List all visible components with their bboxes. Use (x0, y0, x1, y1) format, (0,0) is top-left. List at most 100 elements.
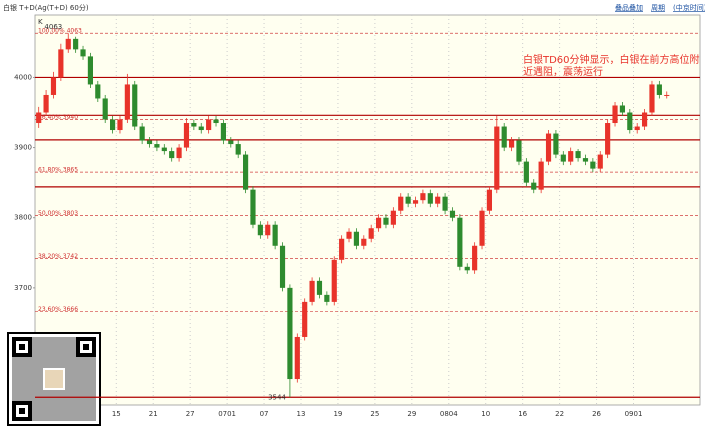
candle-body (575, 151, 581, 159)
fib-label: 61.80% 3865 (38, 167, 78, 174)
candle-body (324, 294, 330, 302)
x-tick-label: 15 (112, 410, 121, 418)
x-tick-label: 0901 (625, 410, 643, 418)
candle-body (161, 147, 167, 152)
candle-body (176, 147, 182, 159)
candle-body (545, 133, 552, 162)
candle-body (36, 112, 42, 124)
candle-body (627, 112, 633, 131)
header-title: 白银 T+D(Ag(T+D) 60分) (3, 3, 89, 12)
candle-body (87, 56, 94, 85)
candle-body (398, 196, 404, 211)
candle-body (235, 144, 241, 155)
candle-body (316, 280, 323, 295)
x-tick-label: 22 (555, 410, 564, 418)
candle-body (501, 126, 507, 148)
candle-body (206, 119, 212, 131)
fib-label: 76.40% 3940 (38, 114, 78, 121)
candle-body (472, 245, 478, 271)
x-tick-label: 16 (518, 410, 527, 418)
candle-body (479, 210, 485, 246)
fib-label: 38.20% 3742 (38, 253, 78, 260)
candle-body (58, 49, 64, 78)
x-tick-label: 13 (297, 410, 306, 418)
candle-body (582, 158, 589, 162)
candle-body (612, 105, 618, 124)
candle-body (242, 154, 249, 190)
candle-body (346, 231, 352, 239)
candle-body (427, 193, 433, 204)
candle-body (139, 126, 145, 141)
candle-body (132, 84, 138, 127)
y-tick-label: 3800 (14, 214, 32, 222)
annotation: 白银TD60分钟显示，白银在前方高位附 (523, 53, 700, 66)
candle-body (442, 196, 448, 211)
candle-body (405, 196, 411, 204)
candle-body (420, 193, 426, 201)
candle-body (538, 161, 544, 190)
candle-body (361, 238, 367, 246)
candle-body (449, 210, 456, 218)
candle-body (649, 84, 655, 113)
x-tick-label: 26 (592, 410, 601, 418)
candle-body (375, 217, 382, 229)
candle-body (169, 151, 175, 159)
candle-body (220, 123, 227, 141)
header-link[interactable]: (中京时间) (673, 3, 705, 12)
high-label: 4063 (44, 23, 62, 31)
x-tick-label: 21 (149, 410, 158, 418)
fib-label: 50.00% 3803 (38, 210, 78, 217)
y-tick-label: 3700 (14, 284, 32, 292)
x-tick-label: 07 (260, 410, 269, 418)
candle-body (568, 151, 574, 162)
candle-body (353, 231, 360, 246)
candle-body (619, 105, 626, 113)
candle-body (368, 228, 374, 239)
candle-body (309, 280, 315, 302)
x-tick-label: 25 (370, 410, 379, 418)
candle-body (109, 119, 116, 131)
candle-body (228, 140, 234, 145)
candle-body (265, 224, 271, 236)
candle-body (560, 154, 566, 162)
header-link[interactable]: 周期 (651, 4, 665, 12)
annotation: 近遇阻，震荡运行 (523, 65, 603, 78)
x-tick-label: 10 (481, 410, 490, 418)
candle-body (656, 84, 662, 95)
low-label: 3544 (268, 393, 286, 401)
plot-area (34, 14, 701, 406)
candle-body (80, 49, 86, 57)
x-tick-label: 0804 (440, 410, 458, 418)
qr-code (7, 332, 101, 426)
candle-body (634, 126, 640, 131)
x-tick-label: 29 (407, 410, 416, 418)
candle-body (486, 189, 493, 211)
candle-body (641, 112, 648, 127)
candle-body (124, 84, 130, 120)
candle-body (383, 217, 389, 225)
candle-body (102, 98, 108, 120)
candle-body (331, 259, 337, 302)
candle-body (523, 161, 529, 183)
candle-body (390, 210, 396, 225)
header-link[interactable]: 叠品叠加 (615, 3, 643, 12)
candle-body (146, 140, 153, 145)
candle-body (154, 144, 160, 148)
y-tick-label: 4000 (14, 73, 32, 81)
candle-body (191, 123, 197, 127)
candle-body (508, 140, 515, 148)
candle-body (198, 126, 204, 131)
candle-body (279, 245, 286, 288)
candle-body (43, 94, 49, 113)
candle-body (302, 301, 308, 337)
fib-label: 100.00% 4063 (38, 28, 82, 35)
candle-body (597, 154, 603, 169)
candle-body (117, 119, 123, 131)
candle-body (272, 224, 278, 246)
candle-body (250, 189, 256, 225)
candle-body (464, 266, 470, 271)
candle-body (339, 238, 345, 260)
candle-body (531, 182, 537, 190)
candle-body (590, 161, 596, 169)
